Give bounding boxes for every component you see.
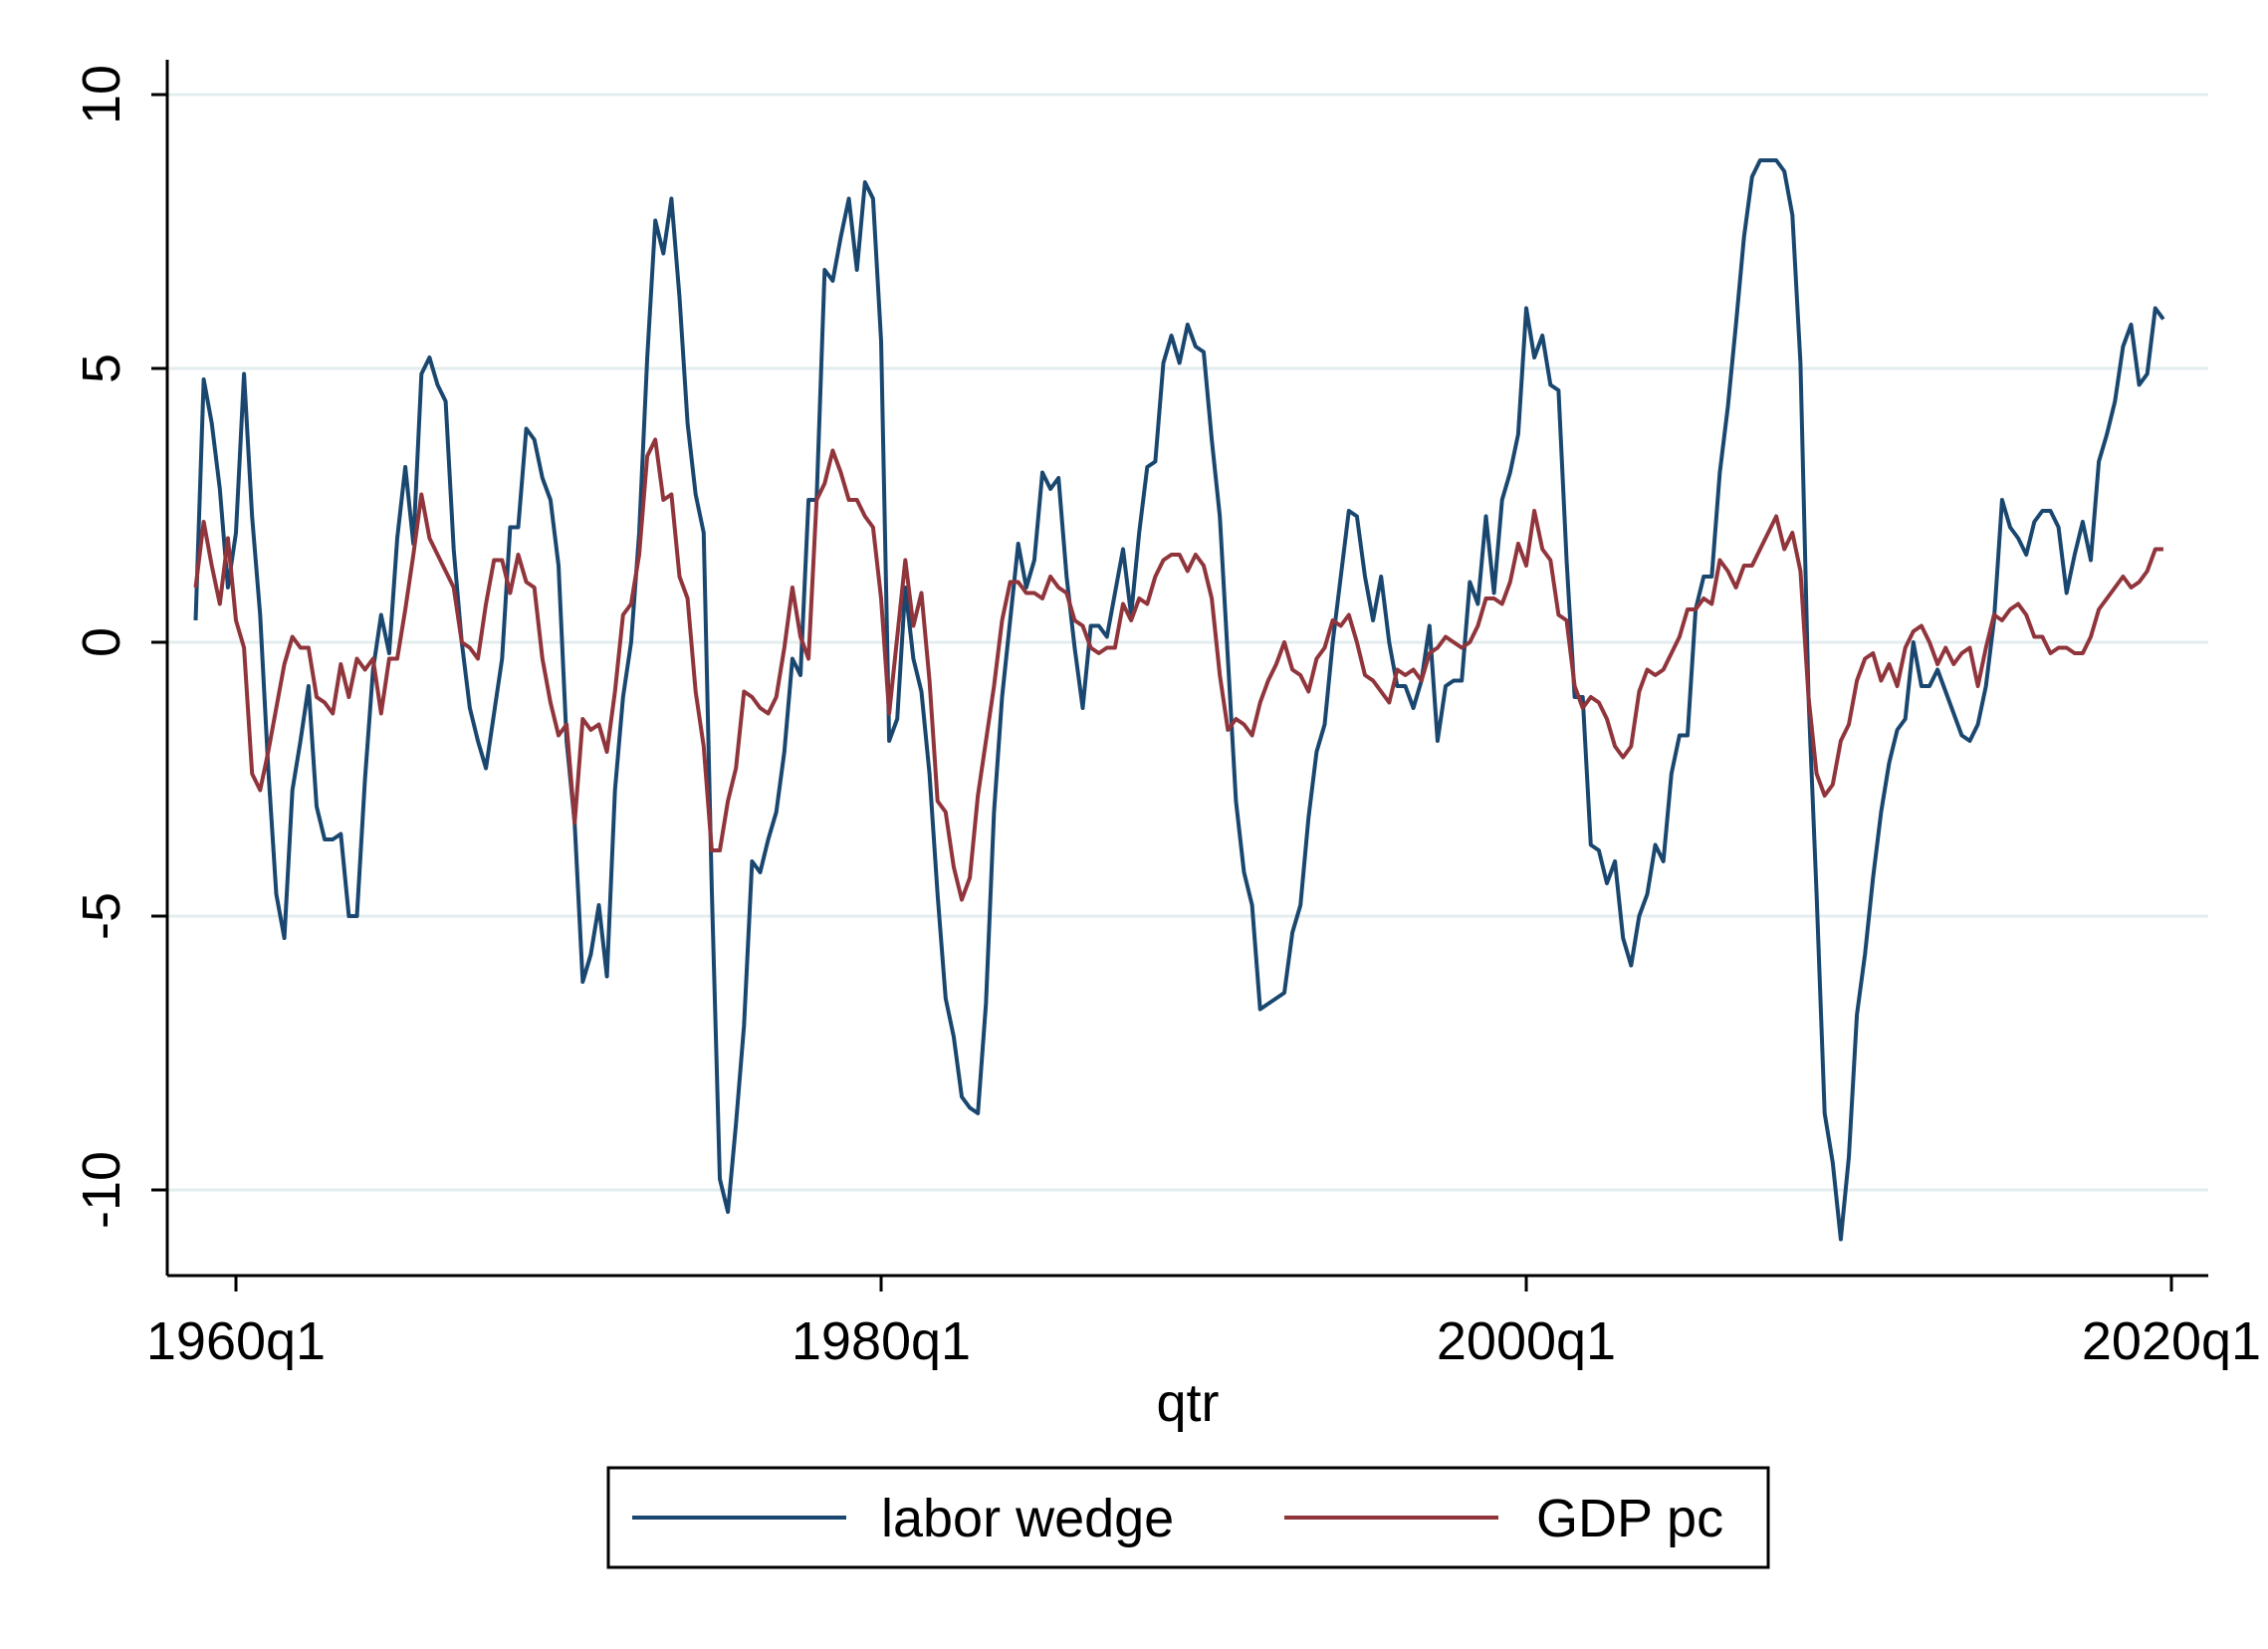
y-tick-label: 0 xyxy=(72,627,131,657)
y-tick-label: 10 xyxy=(72,65,131,124)
x-tick-label: 2020q1 xyxy=(2082,1311,2261,1371)
legend-label-labor-wedge: labor wedge xyxy=(881,1489,1174,1548)
x-tick-label: 2000q1 xyxy=(1437,1311,1616,1371)
x-tick-label: 1960q1 xyxy=(146,1311,326,1371)
series-line-gdp-pc xyxy=(193,437,2163,902)
series-layer xyxy=(193,158,2165,1242)
series-line-labor-wedge xyxy=(193,158,2165,1242)
legend: labor wedge GDP pc xyxy=(606,1466,1770,1569)
y-tick-label: -5 xyxy=(72,892,131,940)
legend-label-gdp-pc: GDP pc xyxy=(1536,1489,1723,1548)
axes: 10 5 0 -5 -10 1960q1 1980q1 2000q1 2020q1 xyxy=(72,60,2261,1371)
y-tick-label: -10 xyxy=(72,1151,131,1229)
x-tick-label: 1980q1 xyxy=(792,1311,971,1371)
y-tick-label: 5 xyxy=(72,353,131,383)
x-axis-title: qtr xyxy=(1156,1373,1219,1433)
